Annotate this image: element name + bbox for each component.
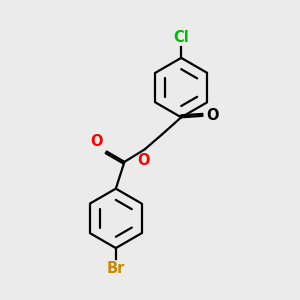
Text: Br: Br	[106, 261, 125, 276]
Text: O: O	[206, 108, 219, 123]
Text: O: O	[137, 153, 150, 168]
Text: Cl: Cl	[173, 30, 189, 45]
Text: O: O	[90, 134, 103, 149]
